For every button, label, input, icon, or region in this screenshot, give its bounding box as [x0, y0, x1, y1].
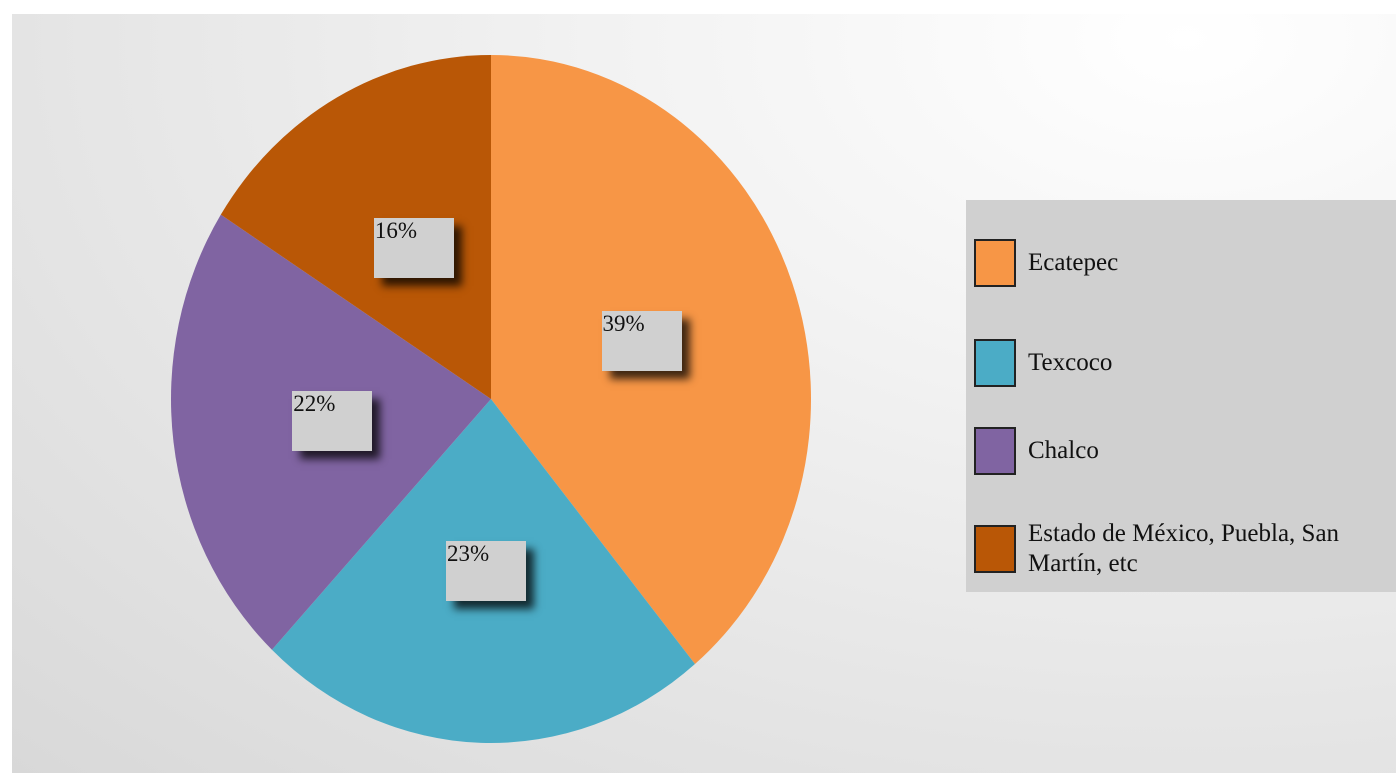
legend-label: Estado de México, Puebla, San Martín, et… — [1028, 520, 1340, 577]
legend-label: Texcoco — [1028, 349, 1113, 376]
legend-swatch — [974, 427, 1016, 475]
data-label: 39% — [601, 310, 682, 371]
data-label: 16% — [373, 218, 454, 279]
legend-swatch — [974, 239, 1016, 287]
legend-label: Ecatepec — [1028, 249, 1119, 276]
data-label: 22% — [292, 390, 373, 451]
legend-item: Ecatepec — [974, 239, 1368, 287]
legend-swatch — [974, 525, 1016, 573]
frame-left — [0, 0, 12, 773]
frame-top — [0, 0, 1396, 14]
legend: Ecatepec Texcoco Chalco Estado de México, P… — [966, 200, 1396, 592]
pie-slice — [220, 55, 491, 399]
legend-item: Texcoco — [974, 339, 1368, 387]
legend-label: Chalco — [1028, 437, 1099, 464]
legend-swatch — [974, 339, 1016, 387]
data-label: 23% — [445, 540, 526, 601]
legend-item: Chalco — [974, 427, 1368, 475]
legend-item: Estado de México, Puebla, San Martín, et… — [974, 519, 1368, 579]
